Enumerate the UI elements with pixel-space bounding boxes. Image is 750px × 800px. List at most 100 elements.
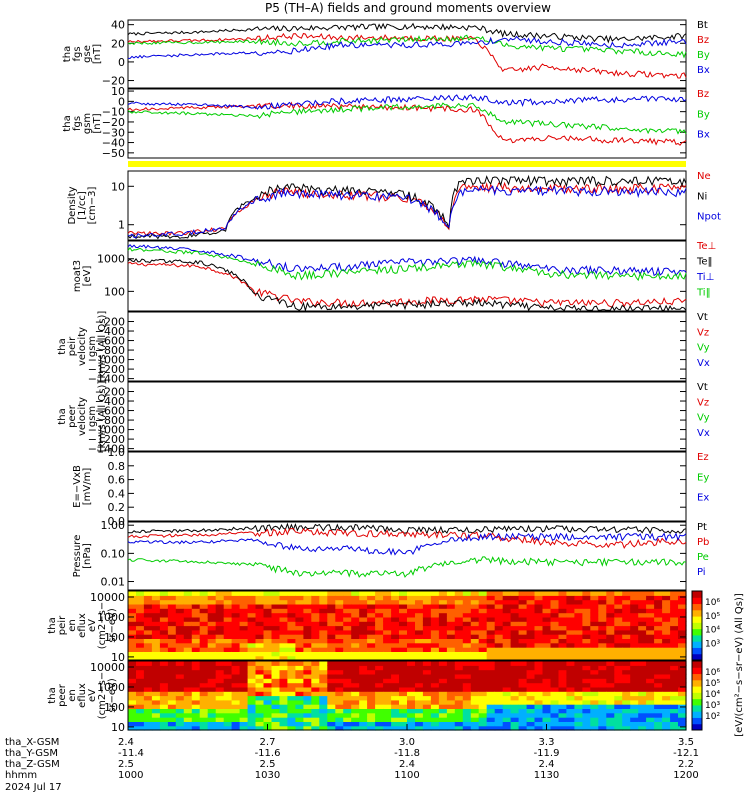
spectrogram-cell <box>526 647 536 652</box>
spectrogram-cell <box>239 608 249 614</box>
spectrogram-cell <box>598 629 607 635</box>
spectrogram-cell <box>175 721 185 727</box>
spectrogram-cell <box>606 669 615 675</box>
spectrogram-cell <box>574 625 583 631</box>
spectrogram-cell <box>247 691 257 697</box>
spectrogram-cell <box>518 678 528 684</box>
spectrogram-cell <box>630 661 639 666</box>
spectrogram-cell <box>614 629 623 635</box>
series-line-Te⊥ <box>127 261 687 308</box>
spectrogram-cell <box>239 625 249 631</box>
spectrogram-cell <box>223 673 233 679</box>
spectrogram-cell <box>518 661 528 666</box>
spectrogram-cell <box>478 712 488 718</box>
spectrogram-cell <box>494 699 504 705</box>
y-axis-label-line: tha <box>62 115 73 131</box>
spectrogram-cell <box>670 608 679 614</box>
spectrogram-cell <box>183 608 193 614</box>
spectrogram-cell <box>271 682 281 688</box>
spectrogram-cell <box>399 717 408 722</box>
spectrogram-cell <box>223 599 233 605</box>
spectrogram-cell <box>502 691 512 697</box>
spectrogram-cell <box>446 717 456 722</box>
spectrogram-cell <box>247 678 257 684</box>
spectrogram-cell <box>407 673 416 679</box>
spectrogram-cell <box>128 647 137 652</box>
spectrogram-cell <box>630 708 639 714</box>
spectrogram-cell <box>255 695 265 701</box>
spectrogram-cell <box>606 721 615 727</box>
spectrogram-cell <box>263 682 273 688</box>
spectrogram-cell <box>207 651 217 657</box>
spectrogram-cell <box>343 599 352 605</box>
spectrogram-cell <box>646 647 655 652</box>
spectrogram-cell <box>558 642 568 648</box>
spectrogram-cell <box>470 665 480 671</box>
spectrogram-cell <box>654 725 663 731</box>
spectrogram-cell <box>279 682 289 688</box>
spectrogram-cell <box>470 721 480 727</box>
series-line-By <box>127 102 687 135</box>
panel-peer-velocity: −200−400−600−800−1000−1200−1400thapeerve… <box>57 381 710 456</box>
spectrogram-cell <box>167 661 177 666</box>
spectrogram-cell <box>303 655 312 661</box>
spectrogram-cell <box>438 661 448 666</box>
spectrogram-cell <box>391 721 400 727</box>
spectrogram-cell <box>646 642 655 648</box>
spectrogram-cell <box>614 634 623 639</box>
spectrogram-cell <box>279 725 289 731</box>
spectrogram-cell <box>263 691 273 697</box>
spectrogram-cell <box>159 704 169 709</box>
spectrogram-cell <box>263 699 273 705</box>
spectrogram-cell <box>630 638 639 644</box>
spectrogram-cell <box>422 595 432 601</box>
spectrogram-cell <box>470 642 480 648</box>
spectrogram-cell <box>470 673 480 679</box>
spectrogram-cell <box>303 725 312 731</box>
spectrogram-cell <box>279 655 289 661</box>
spectrogram-cell <box>526 704 536 709</box>
spectrogram-cell <box>622 647 631 652</box>
spectrogram-cell <box>454 704 464 709</box>
spectrogram-cell <box>183 721 193 727</box>
spectrogram-cell <box>391 621 400 627</box>
spectrogram-cell <box>191 717 201 722</box>
spectrogram-cell <box>678 599 687 605</box>
spectrogram-cell <box>351 638 360 644</box>
spectrogram-cell <box>183 686 193 692</box>
spectrogram-cell <box>542 691 552 697</box>
spectrogram-cell <box>550 642 560 648</box>
spectrogram-cell <box>391 612 400 618</box>
spectrogram-cell <box>510 591 520 596</box>
spectrogram-cell <box>590 616 599 622</box>
spectrogram-cell <box>239 647 249 652</box>
spectrogram-cell <box>319 595 328 601</box>
spectrogram-cell <box>207 725 217 731</box>
spectrogram-cell <box>407 704 416 709</box>
spectrogram-cell <box>678 669 687 675</box>
spectrogram-cell <box>407 665 416 671</box>
spectrogram-cell <box>502 642 512 648</box>
spectrogram-cell <box>446 661 456 666</box>
spectrogram-cell <box>271 616 281 622</box>
spectrogram-cell <box>375 599 384 605</box>
panel-frame <box>127 381 687 452</box>
spectrogram-cell <box>175 669 185 675</box>
spectrogram-cell <box>279 629 289 635</box>
spectrogram-cell <box>295 695 304 701</box>
spectrogram-cell <box>518 603 528 609</box>
spectrogram-cell <box>670 686 679 692</box>
spectrogram-cell <box>271 591 281 596</box>
spectrogram-cell <box>399 612 408 618</box>
spectrogram-cell <box>558 708 568 714</box>
spectrogram-cell <box>670 612 679 618</box>
spectrogram-cell <box>518 686 528 692</box>
spectrogram-cell <box>199 647 209 652</box>
spectrogram-cell <box>215 591 225 596</box>
spectrogram-cell <box>343 712 352 718</box>
spectrogram-cell <box>167 647 177 652</box>
spectrogram-cell <box>550 704 560 709</box>
spectrogram-cell <box>343 638 352 644</box>
